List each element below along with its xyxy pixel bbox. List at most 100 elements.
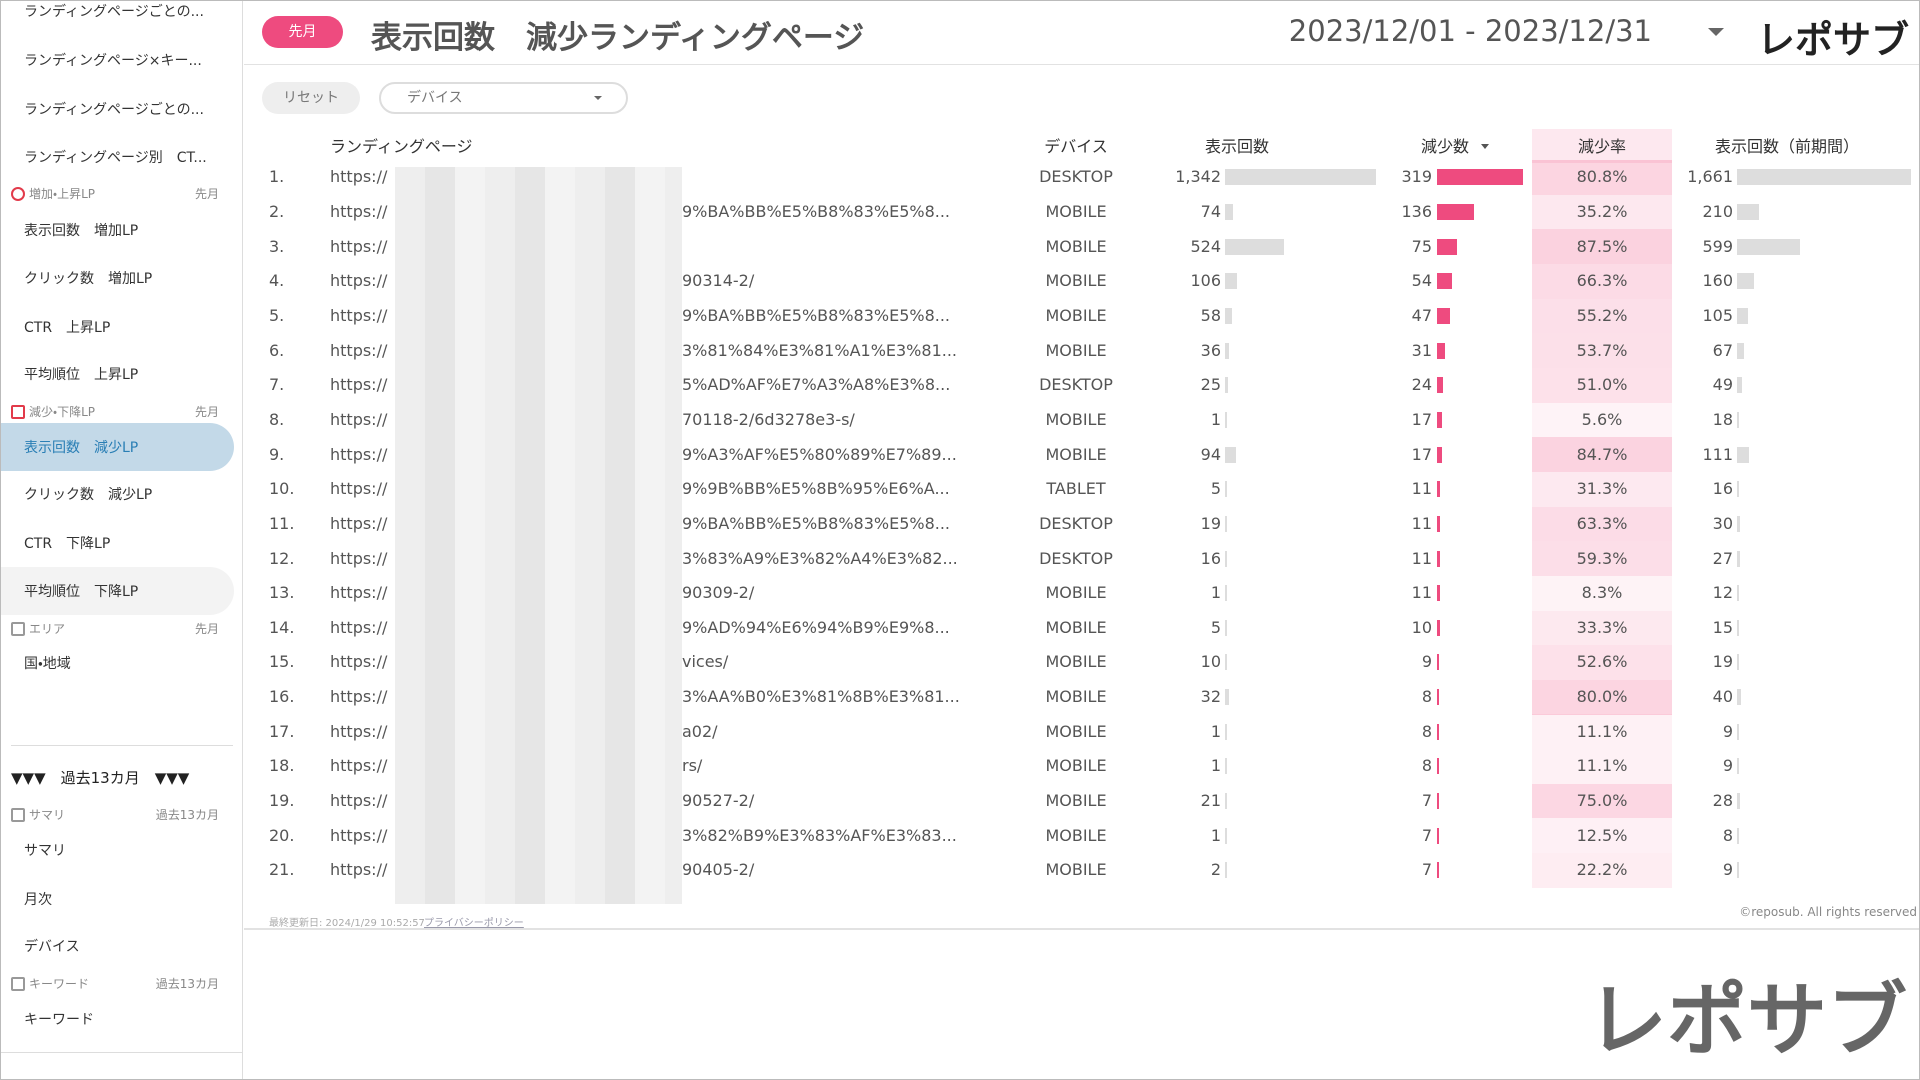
column-header[interactable]: 表示回数: [1204, 136, 1269, 156]
decrease-bar: [1437, 793, 1439, 810]
column-header[interactable]: デバイス: [1044, 136, 1108, 156]
nav-link[interactable]: ランディングページ別 CT...: [24, 149, 207, 166]
nav-link[interactable]: 平均順位 上昇LP: [24, 367, 139, 384]
previous-bar: [1737, 862, 1739, 879]
column-header[interactable]: 減少率: [1577, 136, 1626, 156]
column-header[interactable]: 表示回数（前期間）: [1714, 136, 1859, 156]
rate: 31.3%: [1576, 479, 1628, 499]
url[interactable]: https://: [330, 409, 388, 429]
dropdown-arrow[interactable]: [1708, 28, 1724, 36]
url[interactable]: https://: [330, 791, 388, 811]
decrease: 8: [1421, 756, 1432, 776]
url-suffix[interactable]: 9%9B%BB%E5%8B%95%E6%A...: [682, 479, 950, 499]
privacy-link[interactable]: プライバシーポリシー: [424, 918, 524, 929]
url-suffix[interactable]: a02/: [682, 721, 718, 741]
nav-link[interactable]: ランディングページ×キー...: [24, 52, 202, 69]
url[interactable]: https://: [330, 375, 388, 395]
previous: 12: [1712, 583, 1733, 603]
nav-link[interactable]: 平均順位 下降LP: [24, 584, 139, 601]
url[interactable]: https://: [330, 548, 388, 568]
url[interactable]: https://: [330, 340, 388, 360]
url[interactable]: https://: [330, 479, 388, 499]
url-suffix[interactable]: 3%82%B9%E3%83%AF%E3%83...: [682, 825, 957, 845]
badge[interactable]: 先月: [262, 16, 343, 48]
previous: 67: [1712, 340, 1733, 360]
date-range[interactable]: 2023/12/01 - 2023/12/31: [1288, 14, 1652, 48]
section-period: 過去13カ月: [155, 808, 219, 823]
url-suffix[interactable]: 9%BA%BB%E5%B8%83%E5%8...: [682, 513, 951, 533]
url[interactable]: https://: [330, 583, 388, 603]
impressions-bar: [1225, 377, 1228, 394]
section-period: 過去13カ月: [155, 977, 219, 992]
url-suffix[interactable]: 90527-2/: [682, 791, 755, 811]
url[interactable]: https://: [330, 721, 388, 741]
nav-link[interactable]: CTR 上昇LP: [24, 319, 111, 336]
decrease: 7: [1421, 791, 1432, 811]
nav-link[interactable]: CTR 下降LP: [24, 536, 111, 553]
url-suffix[interactable]: 70118-2/6d3278e3-s/: [682, 409, 855, 429]
rate: 75.0%: [1576, 791, 1628, 811]
url-suffix[interactable]: 3%AA%B0%E3%81%8B%E3%81...: [682, 687, 960, 707]
active-bg: [1, 422, 234, 471]
nav-link[interactable]: 表示回数 増加LP: [24, 222, 139, 239]
nav-link[interactable]: デバイス: [24, 939, 80, 956]
impressions: 2: [1210, 860, 1221, 880]
device-filter[interactable]: デバイス: [379, 82, 628, 114]
url[interactable]: https://: [330, 513, 388, 533]
nav-link[interactable]: キーワード: [24, 1011, 94, 1028]
decrease: 24: [1411, 375, 1432, 395]
row-number: 17.: [269, 721, 295, 741]
device: TABLET: [1046, 479, 1106, 499]
url[interactable]: https://: [330, 444, 388, 464]
url-suffix[interactable]: 90314-2/: [682, 271, 755, 291]
page-title: 表示回数 減少ランディングページ: [371, 20, 865, 56]
nav-link[interactable]: ランディングページごとの...: [24, 3, 204, 20]
rate: 63.3%: [1576, 513, 1628, 533]
url[interactable]: https://: [330, 756, 388, 776]
url-suffix[interactable]: 90309-2/: [682, 583, 755, 603]
url-suffix[interactable]: 9%BA%BB%E5%B8%83%E5%8...: [682, 305, 951, 325]
previous-bar: [1737, 411, 1739, 428]
url-suffix[interactable]: 9%A3%AF%E5%80%89%E7%89...: [682, 444, 957, 464]
url[interactable]: https://: [330, 860, 388, 880]
nav-link[interactable]: 月次: [24, 891, 52, 908]
url-suffix[interactable]: vices/: [682, 652, 729, 672]
nav-link[interactable]: ランディングページごとの...: [24, 101, 204, 118]
url[interactable]: https://: [330, 305, 388, 325]
decrease-bar: [1437, 827, 1439, 844]
rate-cell-bg: [1532, 506, 1672, 542]
url-suffix[interactable]: 90405-2/: [682, 860, 755, 880]
url[interactable]: https://: [330, 201, 388, 221]
decrease: 7: [1421, 860, 1432, 880]
url-suffix[interactable]: 9%AD%94%E6%94%B9%E9%8...: [682, 617, 950, 637]
section-title: キーワード: [29, 977, 90, 992]
url[interactable]: https://: [330, 617, 388, 637]
url[interactable]: https://: [330, 167, 388, 187]
row-number: 18.: [269, 756, 295, 776]
url[interactable]: https://: [330, 825, 388, 845]
nav-link[interactable]: クリック数 減少LP: [24, 487, 153, 504]
nav-link[interactable]: 表示回数 減少LP: [24, 439, 139, 456]
reset-button[interactable]: リセット: [262, 82, 360, 114]
url-suffix[interactable]: 9%BA%BB%E5%B8%83%E5%8...: [682, 201, 951, 221]
url-suffix[interactable]: rs/: [682, 756, 703, 776]
url-suffix[interactable]: 3%81%84%E3%81%A1%E3%81...: [682, 340, 957, 360]
rate: 87.5%: [1576, 236, 1628, 256]
column-header[interactable]: ランディングページ: [330, 136, 473, 156]
rate-cell-bg: [1532, 194, 1672, 230]
nav-link[interactable]: クリック数 増加LP: [24, 270, 153, 287]
url[interactable]: https://: [330, 652, 388, 672]
device: MOBILE: [1045, 305, 1107, 325]
url-suffix[interactable]: 5%AD%AF%E7%A3%A8%E3%8...: [682, 375, 951, 395]
nav-link[interactable]: サマリ: [24, 842, 66, 859]
column-header[interactable]: 減少数: [1420, 136, 1469, 156]
url[interactable]: https://: [330, 271, 388, 291]
url[interactable]: https://: [330, 236, 388, 256]
section-icon: [11, 621, 25, 636]
previous: 599: [1702, 236, 1733, 256]
url[interactable]: https://: [330, 687, 388, 707]
impressions: 25: [1200, 375, 1221, 395]
url-suffix[interactable]: 3%83%A9%E3%82%A4%E3%82...: [682, 548, 958, 568]
section-period: 先月: [194, 621, 219, 636]
nav-link[interactable]: 国・地域: [24, 656, 71, 673]
